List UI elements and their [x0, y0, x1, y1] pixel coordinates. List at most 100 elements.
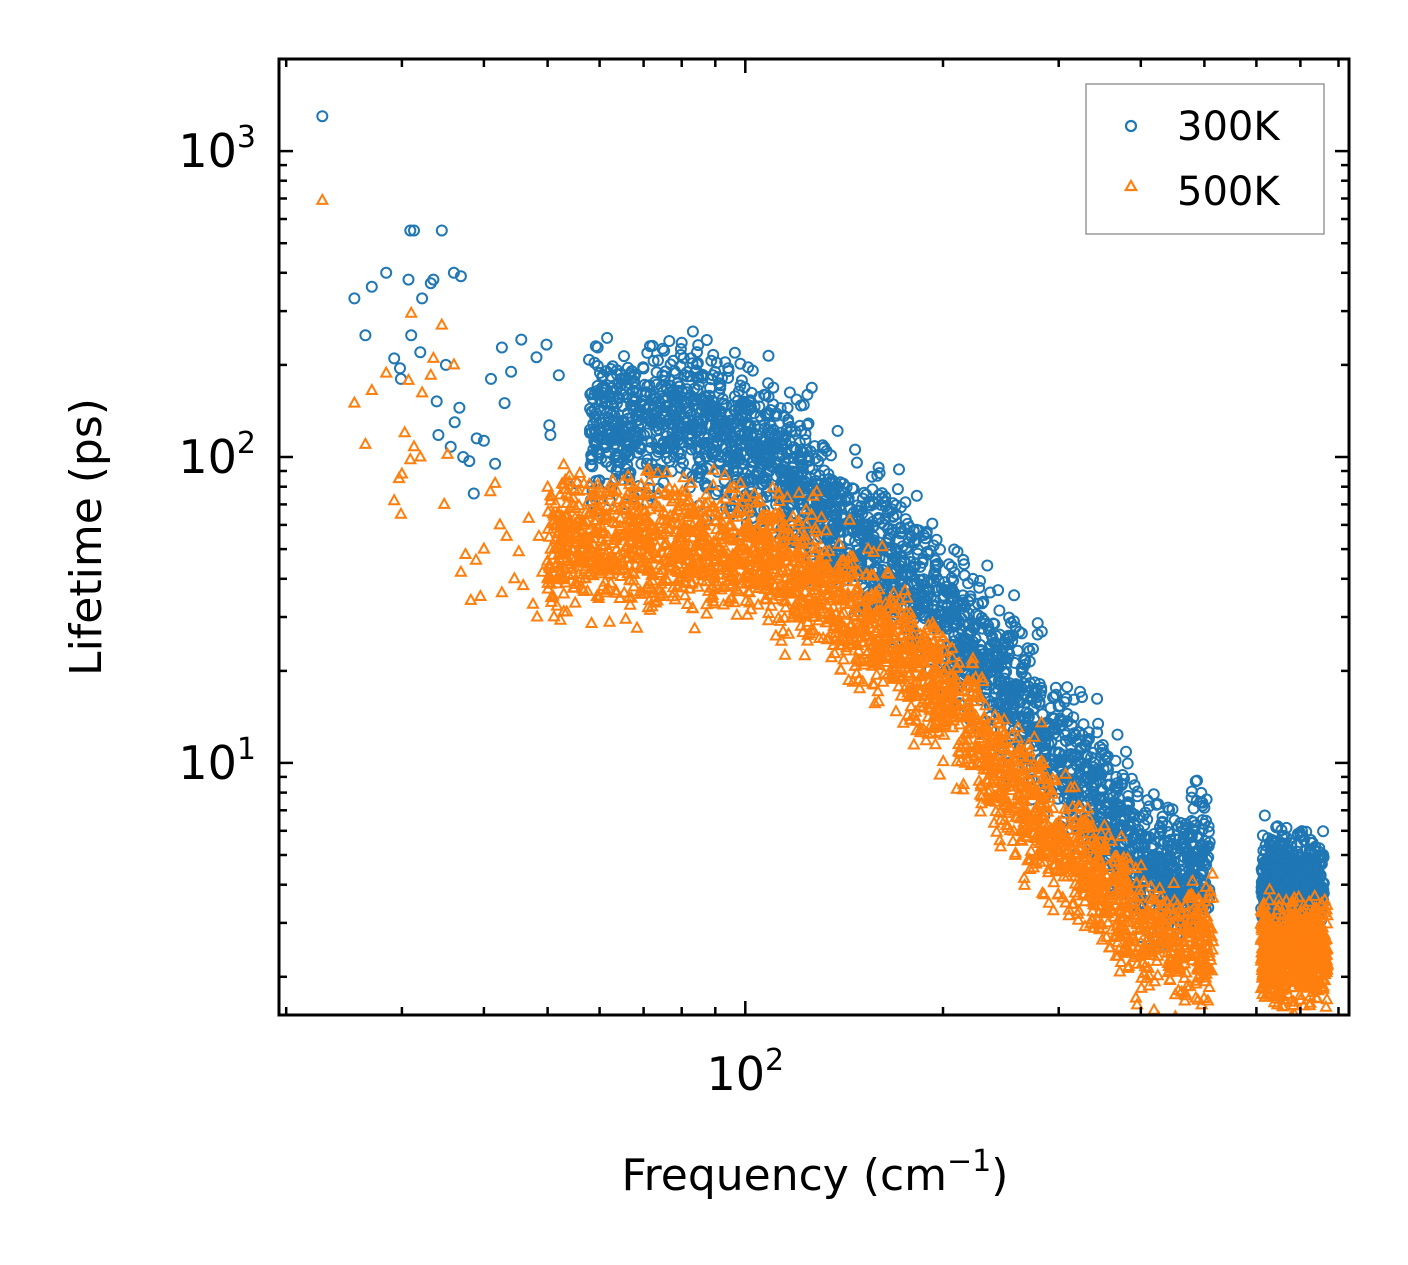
data-point-300k [757, 458, 770, 470]
data-point-300k [973, 581, 986, 594]
data-point-300k [972, 597, 984, 610]
data-point-300k [1175, 868, 1187, 881]
data-point-300k [1111, 777, 1124, 790]
data-point-300k [780, 471, 792, 484]
data-point-300k [1097, 762, 1110, 775]
data-point-300k [380, 266, 393, 279]
data-point-300k [1055, 754, 1068, 767]
data-point-300k [843, 544, 856, 557]
data-point-300k [981, 559, 994, 572]
data-point-300k [552, 369, 565, 382]
data-point-300k [1081, 734, 1094, 747]
data-point-300k [1163, 804, 1176, 816]
data-point-300k [802, 450, 815, 463]
data-point-300k [699, 391, 712, 404]
data-point-300k [732, 385, 745, 398]
data-point-300k [1152, 798, 1165, 811]
data-point-300k [498, 397, 511, 410]
data-point-300k [773, 436, 786, 448]
data-point-300k [1154, 821, 1166, 834]
data-point-300k [1175, 853, 1188, 866]
data-point-300k [983, 648, 996, 660]
data-point-300k [999, 652, 1012, 664]
data-point-300k [948, 566, 961, 579]
data-point-300k [944, 585, 957, 598]
data-point-300k [427, 273, 440, 286]
data-point-300k [674, 349, 687, 361]
data-point-300k [725, 419, 737, 432]
data-point-300k [477, 434, 490, 447]
data-point-300k [687, 399, 700, 412]
data-point-300k [661, 399, 673, 412]
data-point-300k [624, 466, 637, 479]
data-point-300k [690, 358, 703, 371]
data-point-300k [610, 454, 623, 467]
data-point-300k [495, 341, 508, 354]
data-point-300k [540, 338, 553, 351]
data-point-300k [616, 400, 629, 413]
data-point-300k [405, 329, 418, 342]
data-point-300k [1067, 711, 1080, 724]
data-point-300k [1131, 785, 1144, 798]
data-point-300k [758, 474, 770, 487]
data-point-300k [616, 416, 629, 429]
data-point-300k [691, 346, 703, 359]
data-point-300k [402, 273, 415, 286]
data-point-300k [1035, 723, 1048, 735]
data-point-300k [700, 450, 713, 463]
data-point-300k [890, 508, 903, 521]
data-point-300k [830, 504, 843, 517]
data-point-300k [992, 584, 1005, 597]
data-point-300k [672, 384, 685, 397]
data-point-300k [863, 498, 876, 511]
data-point-300k [872, 511, 885, 524]
data-point-300k [444, 440, 457, 453]
data-point-300k [794, 443, 807, 456]
data-point-300k [910, 489, 923, 502]
data-point-300k [1176, 836, 1189, 849]
data-point-300k [621, 459, 634, 472]
data-point-300k [998, 675, 1011, 688]
data-point-300k [1121, 757, 1134, 770]
data-point-300k [584, 459, 597, 471]
data-point-300k [974, 574, 986, 587]
data-point-300k [837, 525, 850, 538]
data-point-300k [1105, 814, 1118, 826]
data-point-300k [1124, 843, 1137, 856]
data-point-300k [652, 354, 664, 367]
data-point-300k [789, 425, 802, 438]
data-point-300k [824, 486, 837, 499]
data-point-300k [986, 633, 999, 646]
data-point-300k [1010, 691, 1023, 704]
data-point-300k [795, 475, 808, 488]
data-point-300k [673, 407, 686, 420]
data-point-300k [722, 365, 735, 377]
data-point-300k [348, 292, 361, 305]
data-point-300k [489, 457, 502, 470]
data-point-300k [1066, 751, 1078, 764]
data-point-300k [831, 424, 844, 437]
data-point-300k [703, 408, 715, 421]
data-point-300k [1178, 851, 1191, 864]
data-point-300k [1093, 810, 1106, 823]
data-point-300k [931, 557, 944, 570]
data-point-300k [879, 512, 892, 525]
data-point-300k [758, 422, 771, 435]
data-point-300k [790, 393, 803, 406]
data-point-300k [1156, 862, 1168, 875]
data-point-300k [958, 569, 971, 582]
data-point-300k [1133, 850, 1146, 863]
data-point-300k [448, 416, 461, 429]
data-point-300k [1118, 821, 1130, 834]
data-point-300k [634, 441, 647, 454]
data-point-300k [663, 455, 676, 468]
data-point-300k [847, 482, 860, 495]
data-point-300k [882, 531, 895, 544]
data-point-300k [856, 517, 869, 530]
data-point-300k [809, 452, 822, 465]
data-point-300k [1156, 815, 1169, 828]
data-point-300k [601, 407, 614, 420]
data-point-300k [890, 545, 903, 558]
data-point-300k [454, 270, 467, 283]
data-point-300k [776, 448, 789, 460]
